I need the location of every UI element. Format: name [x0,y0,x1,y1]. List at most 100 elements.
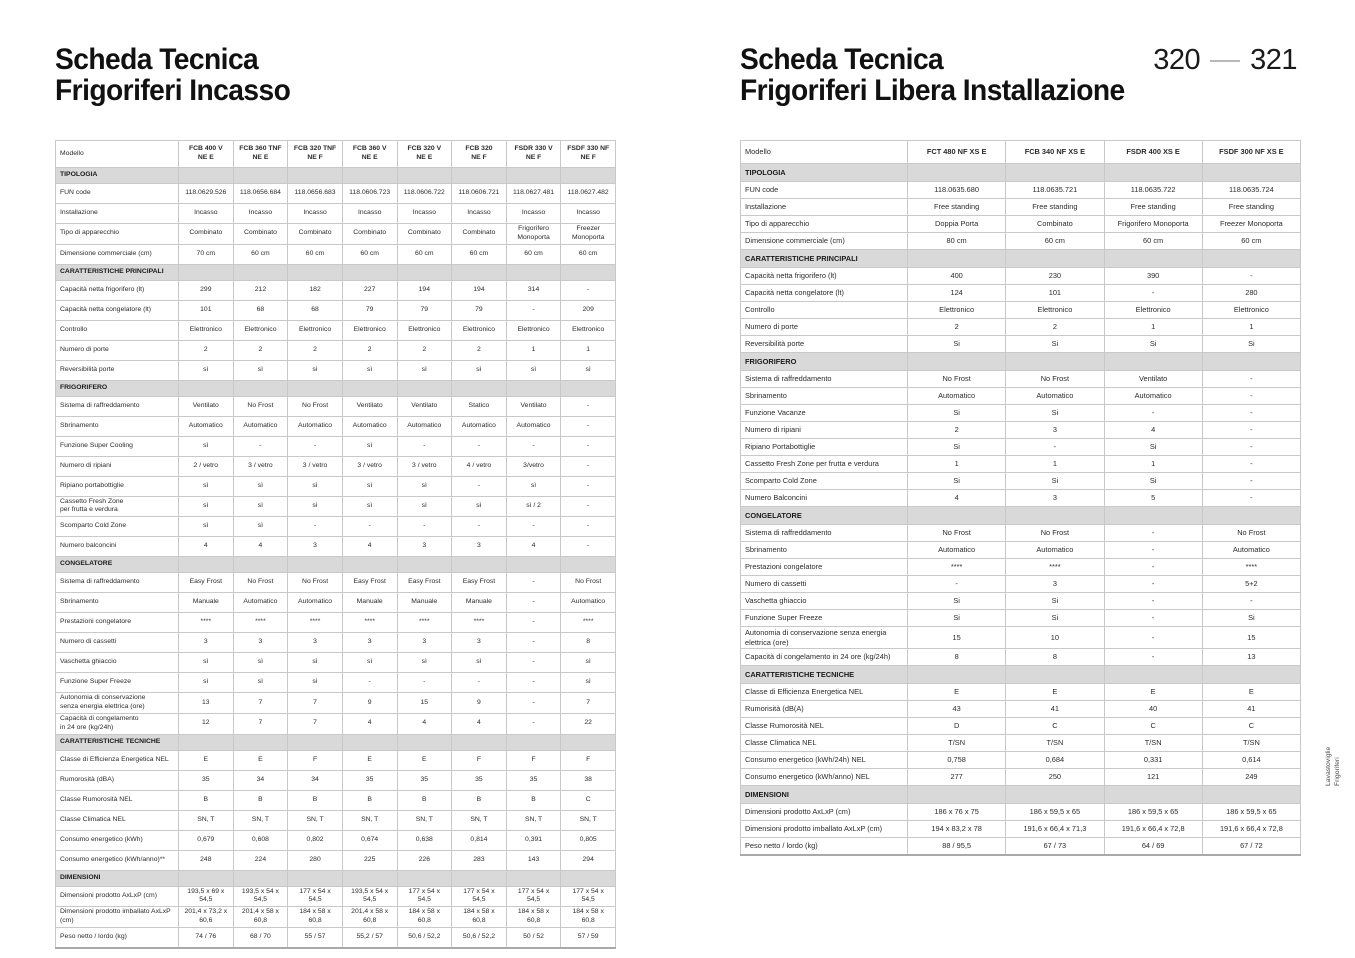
spec-value-cell: 50,6 / 52,2 [451,926,507,949]
spec-row-label: Dimensione commerciale (cm) [740,232,908,250]
spec-value-cell: 3 [1005,575,1105,593]
spec-value-cell: sì [396,359,453,381]
spec-row-label: Classe Climatica NEL [55,809,179,831]
spec-value-cell: SN, T [232,809,289,831]
spec-row-label: Classe di Efficienza Energetica NEL [740,683,908,702]
spec-row-label: Vaschetta ghiaccio [740,592,908,610]
spec-value-cell: - [560,536,616,558]
spec-value-cell: Combinato [287,223,343,245]
spec-value-cell: 4 [1103,421,1203,439]
spec-value-cell: - [505,592,562,614]
section-empty-cell [287,379,343,397]
spec-row: Controllo Elettronico Elettronico Elettroni… [740,301,1302,319]
spec-value-cell: 60 cm [287,243,343,265]
spec-value-cell: 209 [560,299,616,321]
spec-value-cell: Incasso [232,203,289,224]
spec-value-cell: 2 [341,339,398,361]
spec-value-cell: 184 x 58 x 60,8 [396,906,453,928]
spec-row: Capacità netta frigorifero (lt) 299 212 182… [55,279,616,301]
spec-value-cell: Free standing [1201,198,1302,216]
spec-row: Numero di porte 2 2 2 2 2 2 1 1 [55,339,616,361]
spec-row-label: Capacità netta congelatore (lt) [55,299,179,321]
spec-row: Funzione Super Freeze sì sì sì - - - - sì [55,672,616,694]
spec-value-cell: Freezer Monoporta [560,223,616,245]
spec-value-cell: 227 [341,279,398,301]
spec-value-cell: 35 [396,769,453,791]
side-edge-label: Lavastoviglie Frigoriferi [1324,720,1342,786]
spec-row: Prestazioni congelatore **** **** **** **** *… [55,612,616,634]
spec-value-cell: Si [906,404,1007,422]
spec-value-cell: sì [451,495,507,518]
spec-row: FUN code 118.0635.680 118.0635.721 118.0635… [740,181,1302,199]
spec-value-cell: No Frost [287,572,343,594]
spec-value-cell: - [505,435,562,457]
spec-value-cell: Incasso [451,203,507,224]
section-empty-cell [178,556,234,574]
page-number-dash [1210,59,1241,62]
spec-value-cell: 60 cm [1005,232,1105,250]
spec-row-label: Capacità netta frigorifero (lt) [55,279,179,301]
spec-row-label: Ripiano Portabottiglie [740,438,908,456]
section-empty-cell [1201,785,1302,805]
spec-value-cell: SN, T [341,809,398,831]
spec-value-cell: Free standing [1005,198,1105,216]
spec-value-cell: 0,638 [396,829,453,851]
spec-value-cell: sì [287,672,343,694]
spec-row: Rumorosità (dBA) 35 34 34 35 35 35 35 38 [55,769,616,791]
spec-value-cell: 15 [906,625,1007,650]
section-empty-cell [505,167,562,184]
spec-value-cell: 177 x 54 x 54,5 [560,885,616,908]
section-empty-cell [505,263,562,281]
section-empty-cell [1201,163,1302,182]
spec-row-label: Consumo energetico (kWh/24h) NEL [740,751,908,770]
spec-value-cell: 50,6 / 52,2 [396,926,453,949]
spec-row: Dimensioni prodotto imballato AxLxP (cm)… [55,906,616,928]
spec-value-cell: 1 [906,455,1007,473]
section-empty-cell [451,733,507,751]
spec-row: Consumo energetico (kWh/24h) NEL 0,758 0,6… [740,751,1302,770]
spec-value-cell: 7 [560,692,616,714]
spec-value-cell: 5 [1103,489,1203,507]
spec-value-cell: - [1201,592,1302,610]
spec-value-cell: 3 [451,536,507,558]
spec-value-cell: - [505,652,562,674]
section-header-label: DIMENSIONI [55,869,179,887]
section-empty-cell [451,263,507,281]
spec-value-cell: 186 x 76 x 75 [906,803,1007,822]
section-header-row: FRIGORIFERO [740,352,1302,371]
spec-value-cell: Si [1201,335,1302,353]
spec-value-cell: No Frost [906,370,1007,388]
spec-value-cell: Si [1005,609,1105,627]
spec-value-cell: F [451,749,507,771]
section-header-row: CONGELATORE [55,556,616,574]
spec-value-cell: 1 [1103,455,1203,473]
spec-value-cell: - [1201,387,1302,405]
spec-value-cell: Incasso [396,203,453,224]
spec-value-cell: Automatico [505,415,562,437]
spec-row: Classe di Efficienza Energetica NEL E E F E E… [55,749,616,771]
spec-value-cell: Easy Frost [451,572,507,594]
spec-value-cell: Statico [451,395,507,417]
spec-value-cell: sì [451,359,507,381]
spec-row-label: Numero di ripiani [55,455,179,477]
spec-value-cell: 0,331 [1103,751,1203,770]
spec-row: Installazione Free standing Free standing F… [740,198,1302,216]
spec-row: Sbrinamento Automatico Automatico - Automati… [740,541,1302,559]
section-header-row: CARATTERISTICHE TECNICHE [55,733,616,751]
spec-value-cell: 15 [396,692,453,714]
spec-value-cell: E [1201,683,1302,702]
section-empty-cell [505,733,562,751]
spec-value-cell: 3 [1005,421,1105,439]
spec-value-cell: - [1201,489,1302,507]
spec-row: Sbrinamento Automatico Automatico Automatic… [55,415,616,437]
section-empty-cell [560,869,616,887]
spec-value-cell: Automatico [287,592,343,614]
spec-value-cell: 0,391 [505,829,562,851]
spec-value-cell: **** [906,558,1007,576]
model-name-cell: FCB 360 V NE E [341,140,398,168]
spec-value-cell: - [396,516,453,538]
spec-value-cell: C [560,789,616,811]
spec-value-cell: 1 [1103,318,1203,336]
spec-value-cell: sì [560,672,616,694]
spec-value-cell: - [560,495,616,518]
